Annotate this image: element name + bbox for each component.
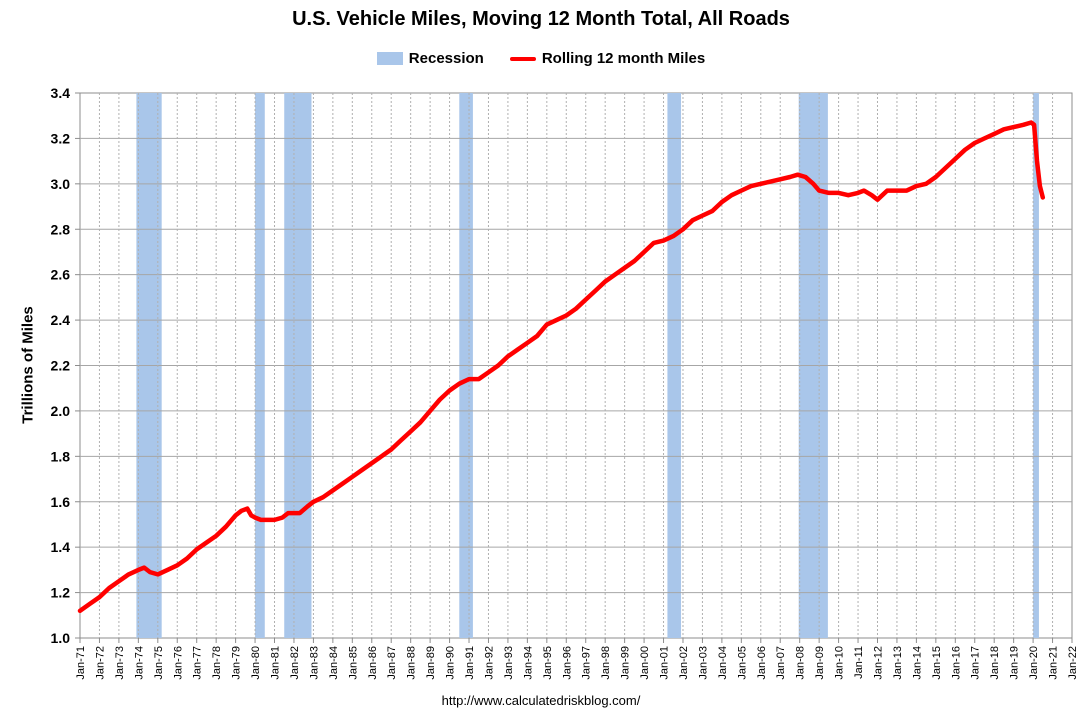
y-tick-label-8: 2.6 [51, 267, 71, 283]
source-credit: http://www.calculatedriskblog.com/ [441, 693, 641, 708]
x-tick-label-51: Jan-22 [1067, 646, 1079, 680]
x-tick-label-14: Jan-85 [347, 646, 359, 680]
x-tick-label-9: Jan-80 [250, 646, 262, 680]
x-tick-label-38: Jan-09 [814, 646, 826, 680]
x-tick-label-33: Jan-04 [717, 646, 729, 680]
legend-label-recession: Recession [408, 50, 484, 67]
x-tick-label-47: Jan-18 [989, 646, 1001, 680]
y-tick-label-0: 1.0 [51, 630, 71, 646]
y-tick-label-3: 1.6 [51, 494, 71, 510]
x-tick-label-34: Jan-05 [736, 646, 748, 680]
x-tick-label-49: Jan-20 [1028, 646, 1040, 680]
x-tick-label-3: Jan-74 [133, 646, 145, 680]
x-tick-label-24: Jan-95 [542, 646, 554, 680]
y-tick-label-4: 1.8 [51, 448, 71, 464]
x-tick-label-30: Jan-01 [659, 646, 671, 680]
x-tick-label-13: Jan-84 [328, 646, 340, 680]
x-tick-label-25: Jan-96 [561, 646, 573, 680]
x-tick-label-46: Jan-17 [970, 646, 982, 680]
x-tick-label-15: Jan-86 [367, 646, 379, 680]
y-tick-label-10: 3.0 [51, 176, 71, 192]
y-tick-label-2: 1.4 [51, 539, 71, 555]
x-tick-label-18: Jan-89 [425, 646, 437, 680]
y-tick-label-9: 2.8 [51, 221, 71, 237]
y-tick-label-7: 2.4 [51, 312, 71, 328]
x-tick-label-5: Jan-76 [172, 646, 184, 680]
y-tick-label-6: 2.2 [51, 358, 71, 374]
x-tick-label-36: Jan-07 [775, 646, 787, 680]
x-tick-label-43: Jan-14 [911, 646, 923, 680]
chart-title: U.S. Vehicle Miles, Moving 12 Month Tota… [292, 8, 790, 30]
x-tick-label-6: Jan-77 [192, 646, 204, 680]
y-tick-label-5: 2.0 [51, 403, 71, 419]
x-tick-label-28: Jan-99 [620, 646, 632, 680]
x-tick-label-0: Jan-71 [75, 646, 87, 680]
legend-item-miles: Rolling 12 month Miles [509, 50, 706, 67]
legend-item-recession: Recession [376, 50, 484, 67]
x-tick-label-27: Jan-98 [600, 646, 612, 680]
x-tick-label-40: Jan-11 [853, 646, 865, 679]
x-tick-label-17: Jan-88 [406, 646, 418, 680]
x-tick-label-11: Jan-82 [289, 646, 301, 680]
x-tick-label-39: Jan-10 [834, 646, 846, 680]
x-tick-label-32: Jan-03 [697, 646, 709, 680]
x-tick-label-26: Jan-97 [581, 646, 593, 680]
x-tick-label-8: Jan-79 [231, 646, 243, 680]
x-tick-label-12: Jan-83 [308, 646, 320, 680]
x-tick-label-50: Jan-21 [1048, 646, 1060, 680]
x-tick-label-48: Jan-19 [1009, 646, 1021, 680]
x-tick-label-10: Jan-81 [270, 646, 282, 680]
series-line-rolling-miles [77, 120, 1046, 614]
x-tick-label-1: Jan-72 [94, 646, 106, 680]
x-tick-label-23: Jan-94 [522, 646, 534, 680]
x-tick-label-44: Jan-15 [931, 646, 943, 680]
y-tick-label-12: 3.4 [51, 85, 71, 101]
x-tick-label-21: Jan-92 [483, 646, 495, 680]
x-tick-label-37: Jan-08 [795, 646, 807, 680]
x-tick-label-22: Jan-93 [503, 646, 515, 680]
x-tick-label-20: Jan-91 [464, 646, 476, 680]
y-tick-label-1: 1.2 [51, 585, 71, 601]
legend: Recession Rolling 12 month Miles [0, 50, 1082, 67]
x-tick-label-19: Jan-90 [445, 646, 457, 680]
x-tick-label-45: Jan-16 [950, 646, 962, 680]
recession-swatch-icon [376, 52, 403, 65]
x-tick-label-31: Jan-02 [678, 646, 690, 680]
legend-label-miles: Rolling 12 month Miles [541, 50, 706, 67]
x-tick-label-29: Jan-00 [639, 646, 651, 680]
x-tick-label-16: Jan-87 [386, 646, 398, 680]
line-swatch-icon [509, 56, 536, 61]
x-tick-label-4: Jan-75 [153, 646, 165, 680]
x-tick-label-35: Jan-06 [756, 646, 768, 680]
x-tick-label-41: Jan-12 [872, 646, 884, 680]
x-tick-label-7: Jan-78 [211, 646, 223, 680]
x-tick-label-42: Jan-13 [892, 646, 904, 680]
x-tick-label-2: Jan-73 [114, 646, 126, 680]
y-tick-label-11: 3.2 [51, 130, 71, 146]
